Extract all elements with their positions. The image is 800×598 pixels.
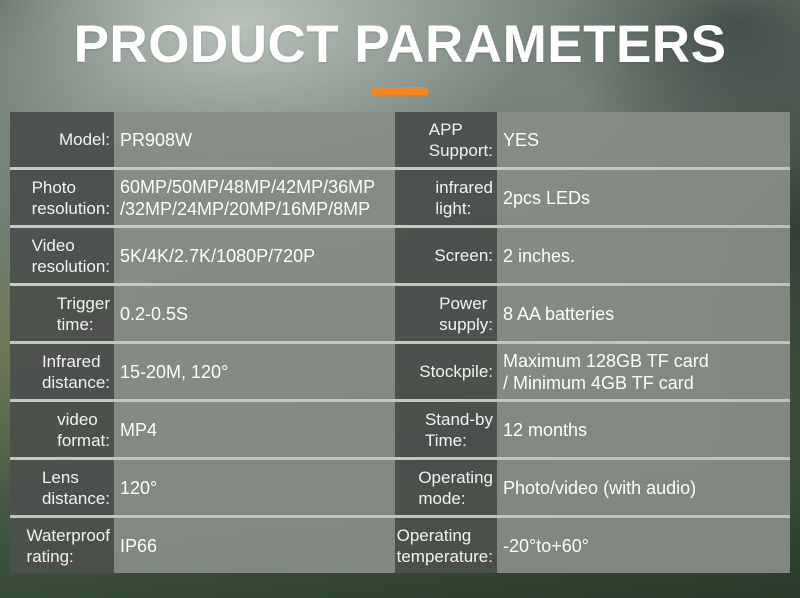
spec-value-model: PR908W [114, 112, 395, 167]
spec-label-photo-resolution: Photo resolution: [10, 170, 114, 225]
spec-value-text: IP66 [120, 535, 158, 556]
spec-value-stockpile: Maximum 128GB TF card / Minimum 4GB TF c… [497, 344, 790, 399]
spec-value-operating-temperature: -20°to+60° [497, 518, 790, 573]
spec-label-waterproof-rating: Waterproof rating: [10, 518, 114, 573]
spec-label-video-format: video format: [10, 402, 114, 457]
spec-value-text: 12 months [503, 419, 588, 440]
title-accent-bar [372, 87, 428, 95]
spec-value-waterproof-rating: IP66 [114, 518, 395, 573]
spec-value-text: 2 inches. [503, 245, 576, 266]
spec-label-text: infrared light: [435, 177, 493, 218]
spec-label-operating-temperature: Operating temperature: [395, 518, 497, 573]
spec-label-text: video format: [57, 409, 110, 450]
spec-value-app-support: YES [497, 112, 790, 167]
spec-value-lens-distance: 120° [114, 460, 395, 515]
spec-label-text: Photo resolution: [31, 177, 110, 218]
spec-label-text: Stockpile: [419, 362, 493, 381]
spec-label-app-support: APP Support: [395, 112, 497, 167]
spec-value-power-supply: 8 AA batteries [497, 286, 790, 341]
spec-label-text: APP Support: [428, 119, 493, 160]
spec-value-text: 8 AA batteries [503, 303, 615, 324]
spec-value-text: 15-20M, 120° [120, 361, 229, 382]
spec-value-infrared-distance: 15-20M, 120° [114, 344, 395, 399]
spec-label-model: Model: [10, 112, 114, 167]
spec-label-text: Operating temperature: [396, 525, 493, 566]
spec-value-infrared-light: 2pcs LEDs [497, 170, 790, 225]
spec-label-infrared-light: infrared light: [395, 170, 497, 225]
spec-label-text: Operating mode: [418, 467, 493, 508]
spec-value-text: 120° [120, 477, 158, 498]
spec-value-text: 0.2-0.5S [120, 303, 189, 324]
spec-value-text: 5K/4K/2.7K/1080P/720P [120, 245, 316, 266]
spec-label-standby-time: Stand-by Time: [395, 402, 497, 457]
spec-label-lens-distance: Lens distance: [10, 460, 114, 515]
spec-label-text: Power supply: [439, 293, 493, 334]
spec-value-operating-mode: Photo/video (with audio) [497, 460, 790, 515]
spec-table: Model: PR908W APP Support: YES Photo res… [10, 112, 790, 573]
spec-value-text: 2pcs LEDs [503, 187, 591, 208]
spec-value-text: YES [503, 129, 540, 150]
spec-value-video-resolution: 5K/4K/2.7K/1080P/720P [114, 228, 395, 283]
spec-label-operating-mode: Operating mode: [395, 460, 497, 515]
spec-label-text: Screen: [434, 246, 493, 265]
spec-value-text: Maximum 128GB TF card / Minimum 4GB TF c… [503, 350, 709, 393]
spec-label-text: Trigger time: [56, 293, 110, 334]
spec-label-text: Model: [58, 130, 110, 149]
spec-value-screen: 2 inches. [497, 228, 790, 283]
spec-label-text: Stand-by Time: [424, 409, 493, 450]
spec-label-power-supply: Power supply: [395, 286, 497, 341]
spec-value-standby-time: 12 months [497, 402, 790, 457]
spec-label-text: Waterproof rating: [26, 525, 110, 566]
spec-value-trigger-time: 0.2-0.5S [114, 286, 395, 341]
page-title: PRODUCT PARAMETERS [73, 15, 727, 74]
spec-label-text: Infrared distance: [41, 351, 110, 392]
spec-value-text: MP4 [120, 419, 158, 440]
spec-value-photo-resolution: 60MP/50MP/48MP/42MP/36MP /32MP/24MP/20MP… [114, 170, 395, 225]
spec-value-text: PR908W [120, 129, 193, 150]
spec-label-stockpile: Stockpile: [395, 344, 497, 399]
spec-value-text: 60MP/50MP/48MP/42MP/36MP /32MP/24MP/20MP… [120, 176, 376, 219]
spec-label-infrared-distance: Infrared distance: [10, 344, 114, 399]
spec-label-text: Video resolution: [31, 235, 110, 276]
spec-label-video-resolution: Video resolution: [10, 228, 114, 283]
spec-label-screen: Screen: [395, 228, 497, 283]
spec-value-video-format: MP4 [114, 402, 395, 457]
spec-value-text: -20°to+60° [503, 535, 589, 556]
spec-label-trigger-time: Trigger time: [10, 286, 114, 341]
spec-label-text: Lens distance: [41, 467, 110, 508]
spec-value-text: Photo/video (with audio) [503, 477, 697, 498]
